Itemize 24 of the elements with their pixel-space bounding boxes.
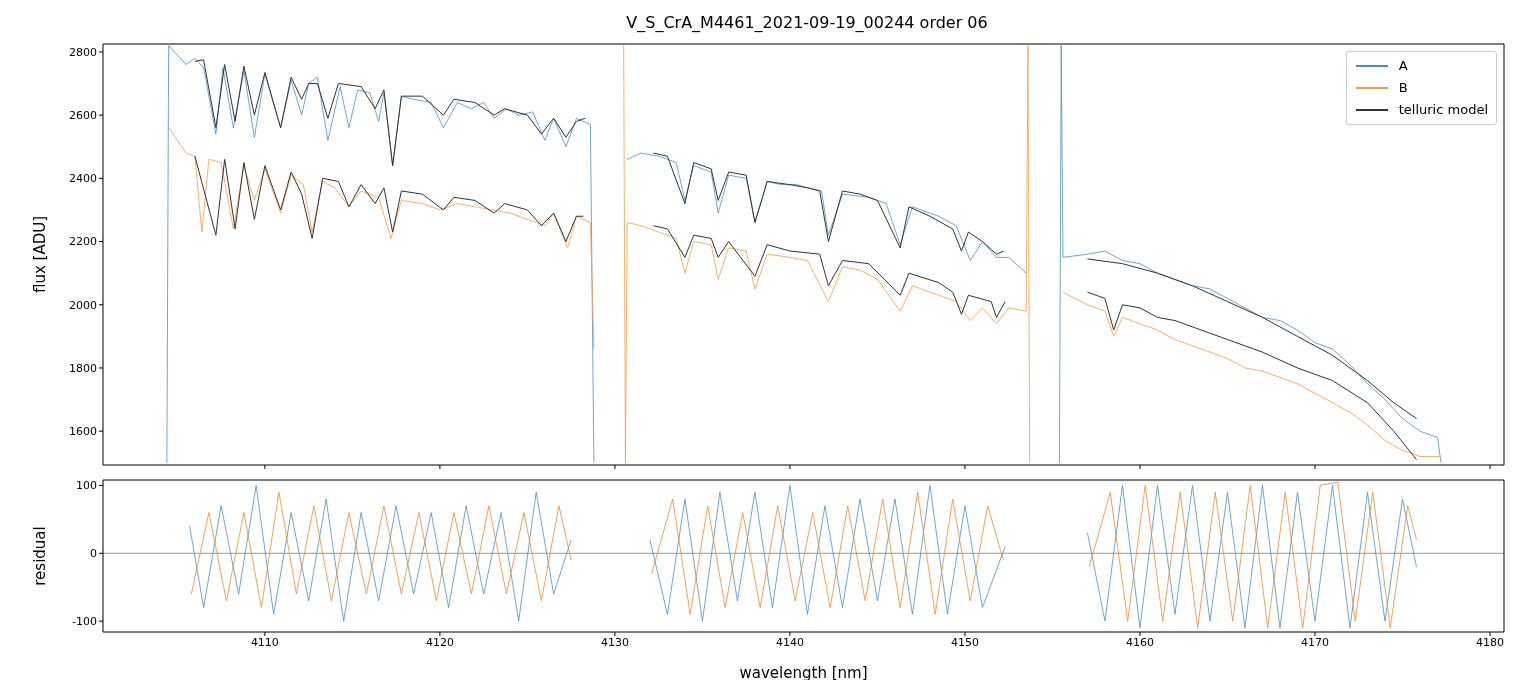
y-tick-label: 0: [90, 547, 97, 561]
y-tick-label: 1800: [69, 361, 97, 375]
legend-label: B: [1398, 79, 1408, 97]
y-tick-label: 2200: [69, 235, 97, 249]
y-axis-title: flux [ADU]: [31, 215, 50, 294]
legend-label: telluric model: [1398, 101, 1488, 119]
y-tick-label: 1600: [69, 425, 97, 439]
y-tick-label: 100: [76, 479, 97, 493]
x-tick-label: 4130: [600, 635, 629, 649]
x-tick-label: 4170: [1300, 635, 1329, 649]
y-axis-title: residual: [31, 526, 50, 586]
x-tick-label: 4160: [1125, 635, 1154, 649]
x-tick-label: 4150: [950, 635, 979, 649]
y-tick-label: -100: [72, 615, 97, 629]
x-tick-label: 4120: [425, 635, 454, 649]
x-tick-label: 4180: [1476, 635, 1504, 649]
y-tick-label: 2800: [69, 45, 97, 59]
y-tick-label: 2600: [69, 109, 97, 123]
y-tick-label: 2000: [69, 298, 97, 312]
x-tick-label: 4110: [250, 635, 279, 649]
y-tick-label: 2400: [69, 172, 97, 186]
chart-title: V_S_CrA_M4461_2021-09-19_00244 order 06: [625, 12, 989, 34]
legend-label: A: [1398, 57, 1408, 75]
x-tick-label: 4140: [775, 635, 804, 649]
